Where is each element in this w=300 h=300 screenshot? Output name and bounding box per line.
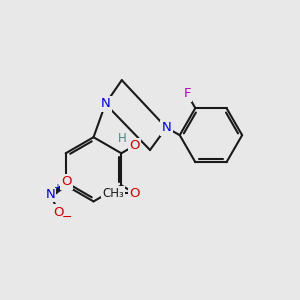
Text: H: H xyxy=(118,132,127,145)
Text: −: − xyxy=(62,211,72,224)
Text: +: + xyxy=(53,183,61,193)
Text: O: O xyxy=(53,206,64,219)
Text: N: N xyxy=(161,121,171,134)
Text: N: N xyxy=(100,98,110,110)
Text: F: F xyxy=(183,88,191,100)
Text: CH₃: CH₃ xyxy=(102,187,124,200)
Text: O: O xyxy=(130,187,140,200)
Text: O: O xyxy=(130,139,140,152)
Text: O: O xyxy=(61,175,72,188)
Text: N: N xyxy=(45,188,55,201)
